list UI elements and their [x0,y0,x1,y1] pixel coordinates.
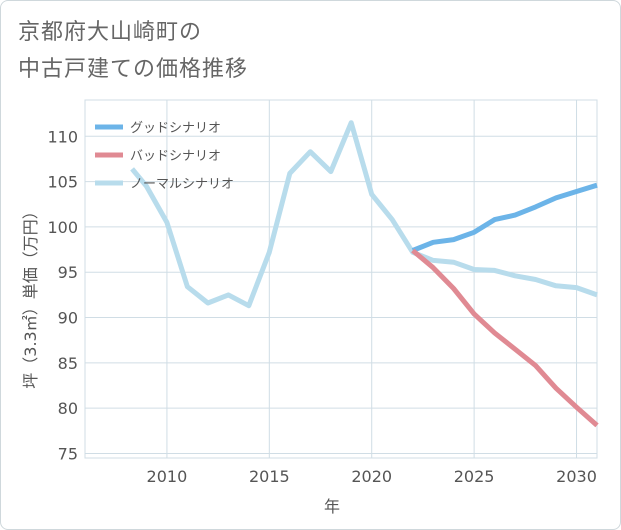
series-line-1 [411,248,599,428]
y-tick-label: 100 [47,218,78,237]
x-tick-label: 2015 [249,467,290,486]
y-tick-label: 90 [58,309,78,328]
x-tick-label: 2020 [351,467,392,486]
y-tick-label: 110 [47,127,78,146]
series-lines [130,120,599,428]
legend-label-0: グッドシナリオ [130,121,221,136]
y-axis-title: 坪（3.3㎡）単価（万円） [21,203,40,388]
legend-label-2: ノーマルシナリオ [130,177,234,192]
y-tick-labels: 75 80 85 90 95 100 105 110 [47,127,78,463]
series-line-2 [130,120,598,309]
x-tick-label: 2025 [454,467,495,486]
plot-border [84,99,598,459]
chart-title-line-1: 京都府大山崎町の [18,20,203,45]
x-tick-label: 2010 [147,467,188,486]
x-tick-label: 2030 [556,467,597,486]
y-tick-label: 75 [58,444,78,463]
legend-label-1: バッドシナリオ [130,149,221,164]
chart-title-line-2: 中古戸建ての価格推移 [18,57,249,82]
chart-title: 京都府大山崎町の 中古戸建ての価格推移 [18,14,418,88]
y-tick-label: 105 [47,173,78,192]
x-tick-labels: 2010 2015 2020 2025 2030 [147,467,597,486]
series-line-0 [411,182,598,253]
y-tick-label: 80 [58,399,78,418]
y-tick-label: 95 [58,263,78,282]
y-tick-label: 85 [58,354,78,373]
grid-lines [84,99,598,459]
x-axis-title: 年 [324,497,340,516]
